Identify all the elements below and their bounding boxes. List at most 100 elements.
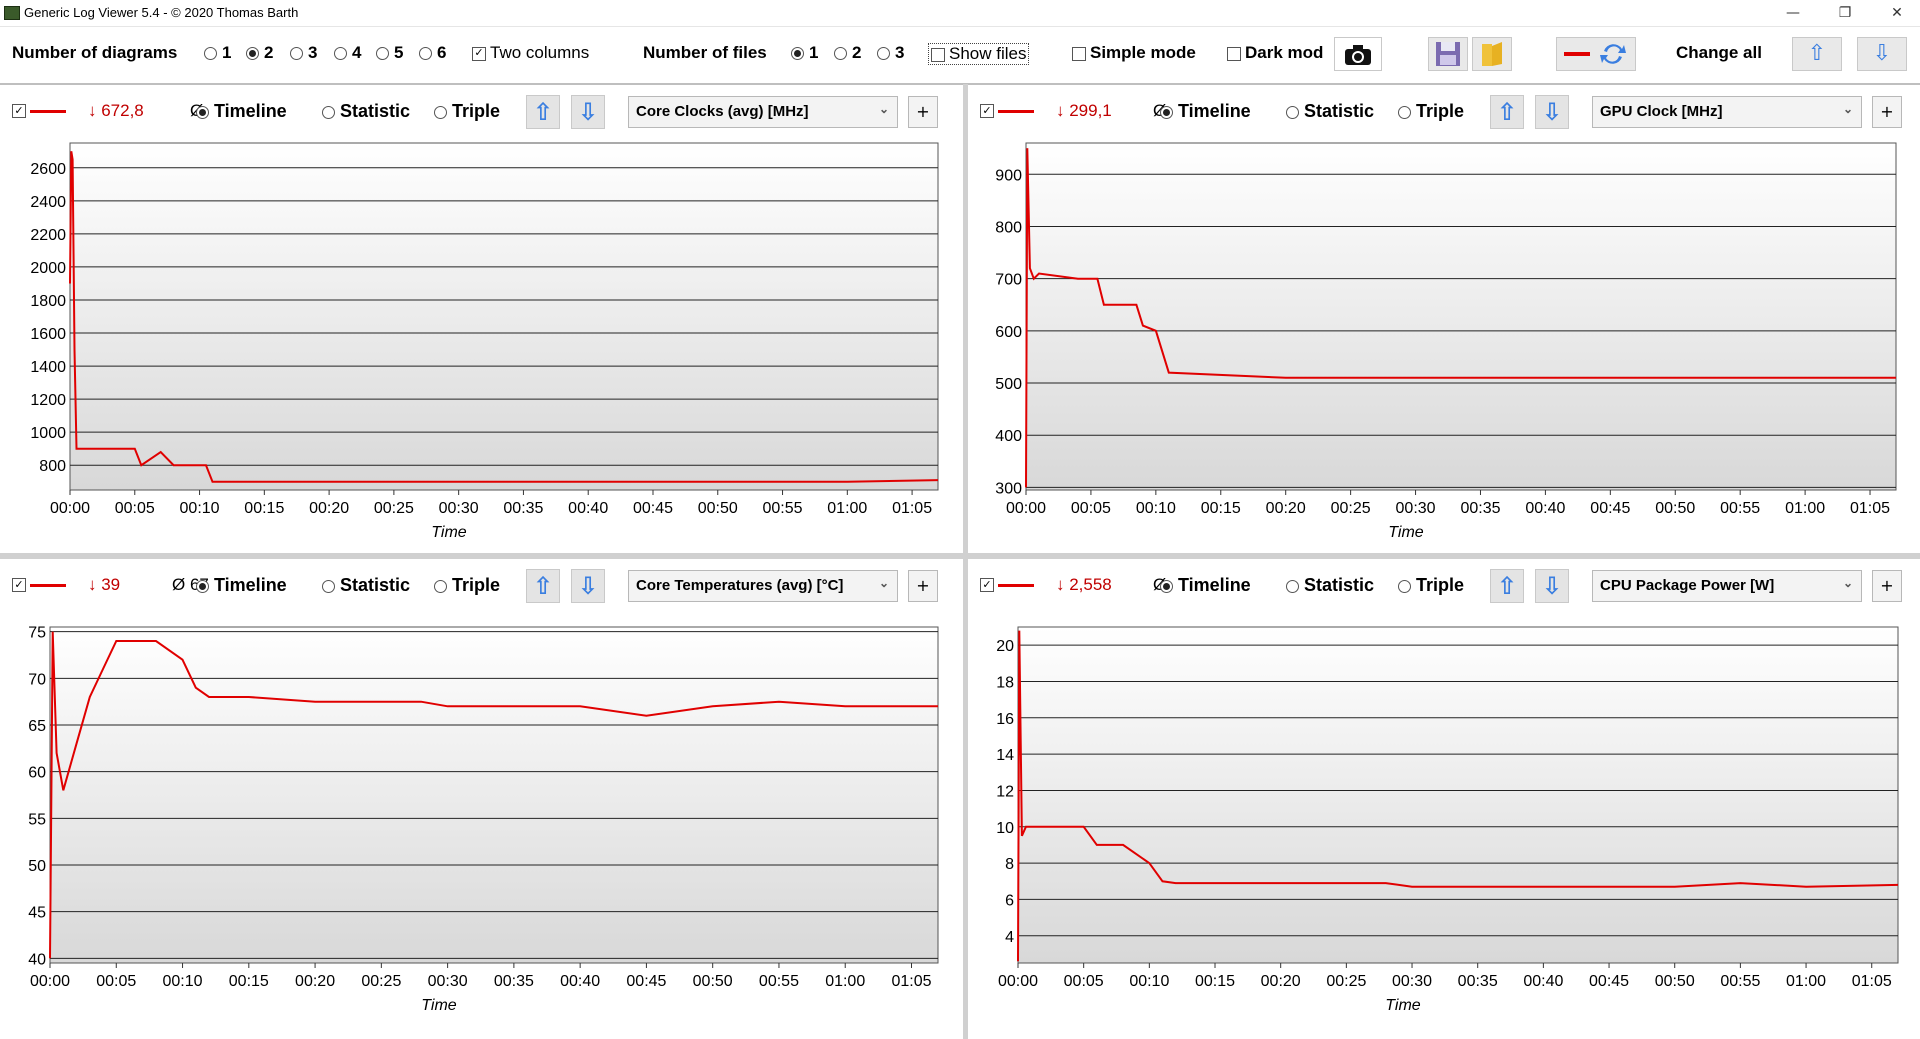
series-visible-checkbox[interactable]: ✓: [12, 578, 26, 592]
move-up-icon[interactable]: ⇧: [1490, 95, 1524, 129]
diagram-option-5[interactable]: 5: [376, 43, 403, 63]
statistic-option[interactable]: Statistic: [1286, 575, 1374, 596]
y-tick-label: 10: [996, 820, 1014, 837]
panel-divider-horizontal[interactable]: [0, 553, 1920, 559]
minimize-button[interactable]: —: [1786, 5, 1800, 21]
timeline-option[interactable]: Timeline: [196, 575, 287, 596]
diagram-option-3[interactable]: 3: [290, 43, 317, 63]
x-tick-label: 00:40: [1525, 500, 1565, 517]
panel-divider-vertical[interactable]: [963, 84, 968, 1039]
diagrams-label: Number of diagrams: [12, 43, 178, 62]
chart-4[interactable]: 4 6 8 10 12 14 16 18 20 00:00 00:05 00:10 00:15 00:20…: [968, 560, 1920, 1039]
x-tick-label: 00:35: [1460, 500, 1500, 517]
y-tick-label: 2200: [30, 227, 66, 244]
diagram-option-6[interactable]: 6: [419, 43, 446, 63]
timeline-option[interactable]: Timeline: [1160, 575, 1251, 596]
x-tick-label: 01:00: [825, 973, 865, 990]
two-columns-checkbox[interactable]: ✓ Two columns: [472, 43, 589, 63]
x-tick-label: 00:15: [1201, 500, 1241, 517]
x-tick-label: 00:45: [1589, 973, 1629, 990]
triple-option[interactable]: Triple: [434, 575, 500, 596]
sensor-select[interactable]: CPU Package Power [W] ⌄: [1592, 570, 1862, 602]
line-style-icon[interactable]: [1556, 37, 1636, 71]
save-icon[interactable]: [1428, 37, 1468, 71]
sensor-select[interactable]: GPU Clock [MHz] ⌄: [1592, 96, 1862, 128]
x-tick-label: 01:05: [891, 973, 931, 990]
dark-mode-checkbox[interactable]: Dark mod: [1227, 43, 1323, 63]
triple-option[interactable]: Triple: [1398, 101, 1464, 122]
diagram-option-4[interactable]: 4: [334, 43, 361, 63]
diagram-option-2[interactable]: 2: [246, 43, 273, 63]
app-icon: [4, 6, 20, 20]
y-tick-label: 800: [995, 219, 1022, 236]
radio-selected-icon: [791, 47, 804, 61]
x-tick-label: 01:05: [1850, 500, 1890, 517]
radio-icon: [334, 47, 347, 61]
folder-icon[interactable]: [1472, 37, 1512, 71]
file-option-2[interactable]: 2: [834, 43, 861, 63]
x-tick-label: 01:00: [827, 500, 867, 517]
move-down-icon[interactable]: ⇩: [1535, 569, 1569, 603]
add-series-button[interactable]: +: [908, 570, 938, 602]
file-option-1[interactable]: 1: [791, 43, 818, 63]
move-down-icon[interactable]: ⇩: [571, 569, 605, 603]
panel-header: ✓↓ 2,558ØTimelineStatisticTriple⇧⇩CPU Pa…: [968, 560, 1918, 610]
series-visible-checkbox[interactable]: ✓: [12, 104, 26, 118]
chart-2[interactable]: 300 400 500 600 700 800 900 00:00 00:05 00:10 00:1…: [968, 86, 1920, 552]
x-tick-label: 00:45: [633, 500, 673, 517]
x-tick-label: 01:05: [1852, 973, 1892, 990]
add-series-button[interactable]: +: [1872, 570, 1902, 602]
diagram-option-1[interactable]: 1: [204, 43, 231, 63]
x-tick-label: 00:20: [309, 500, 349, 517]
file-option-3[interactable]: 3: [877, 43, 904, 63]
plot-area: [1017, 626, 1899, 964]
close-button[interactable]: ✕: [1891, 5, 1903, 21]
legend-line-icon: [998, 584, 1034, 587]
files-label: Number of files: [643, 43, 767, 62]
add-series-button[interactable]: +: [1872, 96, 1902, 128]
move-up-icon[interactable]: ⇧: [1490, 569, 1524, 603]
y-tick-label: 2600: [30, 161, 66, 178]
y-tick-label: 4: [1005, 929, 1014, 946]
chevron-down-icon: ⌄: [878, 102, 889, 116]
sensor-select[interactable]: Core Clocks (avg) [MHz] ⌄: [628, 96, 898, 128]
move-down-icon[interactable]: ⇩: [1535, 95, 1569, 129]
series-visible-checkbox[interactable]: ✓: [980, 578, 994, 592]
show-files-checkbox[interactable]: Show files: [928, 43, 1030, 65]
radio-icon: [434, 579, 447, 593]
x-tick-label: 00:20: [1261, 973, 1301, 990]
statistic-option[interactable]: Statistic: [1286, 101, 1374, 122]
y-tick-label: 16: [996, 711, 1014, 728]
radio-icon: [322, 579, 335, 593]
series-visible-checkbox[interactable]: ✓: [980, 104, 994, 118]
move-down-icon[interactable]: ⇩: [571, 95, 605, 129]
sensor-select[interactable]: Core Temperatures (avg) [°C] ⌄: [628, 570, 898, 602]
restore-button[interactable]: ❐: [1838, 5, 1852, 21]
simple-mode-checkbox[interactable]: Simple mode: [1072, 43, 1196, 63]
move-up-icon[interactable]: ⇧: [526, 95, 560, 129]
x-tick-label: 00:35: [503, 500, 543, 517]
min-value: ↓ 2,558: [1056, 575, 1112, 594]
chart-1[interactable]: 800 1000 1200 1400 1600 1800 2000 2200 2400 2600 0…: [0, 86, 962, 552]
radio-icon: [322, 105, 335, 119]
chart-3[interactable]: 40 45 50 55 60 65 70 75 00:00 00:05 00:10 00:15 00:2…: [0, 560, 962, 1039]
add-series-button[interactable]: +: [908, 96, 938, 128]
legend-line-icon: [30, 584, 66, 587]
x-tick-label: 00:30: [1392, 973, 1432, 990]
y-tick-label: 75: [28, 625, 46, 642]
timeline-option[interactable]: Timeline: [196, 101, 287, 122]
x-tick-label: 00:00: [50, 500, 90, 517]
statistic-option[interactable]: Statistic: [322, 575, 410, 596]
triple-option[interactable]: Triple: [434, 101, 500, 122]
y-tick-label: 700: [995, 272, 1022, 289]
statistic-option[interactable]: Statistic: [322, 101, 410, 122]
window-title: Generic Log Viewer 5.4 - © 2020 Thomas B…: [24, 5, 299, 20]
move-up-icon[interactable]: ⇧: [526, 569, 560, 603]
move-up-icon[interactable]: ⇧: [1792, 37, 1842, 71]
chevron-down-icon: ⌄: [878, 576, 889, 590]
timeline-option[interactable]: Timeline: [1160, 101, 1251, 122]
x-tick-label: 00:05: [115, 500, 155, 517]
move-down-icon[interactable]: ⇩: [1857, 37, 1907, 71]
triple-option[interactable]: Triple: [1398, 575, 1464, 596]
camera-icon[interactable]: [1334, 37, 1382, 71]
